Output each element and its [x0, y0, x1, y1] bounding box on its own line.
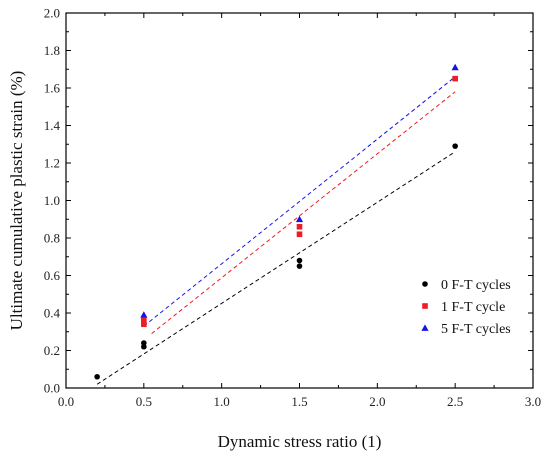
x-axis-title: Dynamic stress ratio (1) — [218, 432, 382, 451]
y-tick-label: 1.2 — [44, 156, 60, 171]
data-points — [94, 63, 459, 380]
x-tick-label: 0.0 — [58, 394, 74, 409]
data-point-series-1 — [296, 223, 303, 230]
x-tick-label: 3.0 — [525, 394, 541, 409]
data-point-series-1 — [452, 75, 458, 82]
x-tick-label: 2.5 — [447, 394, 463, 409]
y-tick-label: 1.6 — [44, 81, 61, 96]
fit-line-series-2 — [143, 76, 456, 327]
x-tick-label: 1.0 — [214, 394, 230, 409]
data-point-series-0 — [296, 257, 303, 264]
legend: 0 F-T cycles 1 F-T cycle 5 F-T cycles — [421, 278, 511, 337]
data-point-series-1 — [141, 321, 147, 328]
y-tick-label: 2.0 — [44, 6, 60, 21]
axes: 0.0 0.5 1.0 1.5 2.0 2.5 3.0 0.0 0.2 0.4 0.6 0.8 1.0 1… — [44, 6, 541, 410]
data-point-series-2 — [140, 311, 148, 318]
fit-line-series-1 — [151, 91, 456, 335]
y-tick-label: 1.8 — [44, 43, 60, 58]
x-tick-label: 1.5 — [291, 394, 307, 409]
legend-label-0: 0 F-T cycles — [441, 278, 511, 293]
data-point-series-2 — [451, 63, 459, 71]
y-tick-label: 1.0 — [44, 193, 60, 208]
x-tick-label: 0.5 — [136, 394, 152, 409]
fit-line-series-0 — [96, 151, 456, 385]
y-tick-label: 0.2 — [44, 343, 60, 358]
x-tick-label: 2.0 — [369, 394, 385, 409]
legend-label-2: 5 F-T cycles — [441, 322, 511, 337]
y-tick-label: 0.8 — [44, 231, 60, 246]
y-tick-label: 0.4 — [44, 306, 61, 321]
legend-marker-1 — [422, 303, 428, 309]
y-tick-label: 0.0 — [44, 381, 60, 396]
data-point-series-0 — [141, 340, 147, 346]
data-point-series-1 — [141, 317, 147, 324]
fit-lines — [96, 76, 456, 385]
data-point-series-0 — [94, 373, 100, 380]
legend-label-1: 1 F-T cycle — [441, 300, 505, 315]
data-point-series-0 — [296, 263, 303, 269]
y-tick-label: 0.6 — [44, 268, 61, 283]
legend-marker-0 — [422, 281, 428, 287]
data-point-series-2 — [295, 215, 304, 223]
legend-marker-2 — [421, 324, 429, 331]
data-point-series-1 — [296, 231, 303, 238]
data-point-series-0 — [452, 143, 458, 149]
y-tick-label: 1.4 — [44, 118, 61, 133]
y-axis-title: Ultimate cumulative plastic strain (%) — [7, 71, 26, 331]
